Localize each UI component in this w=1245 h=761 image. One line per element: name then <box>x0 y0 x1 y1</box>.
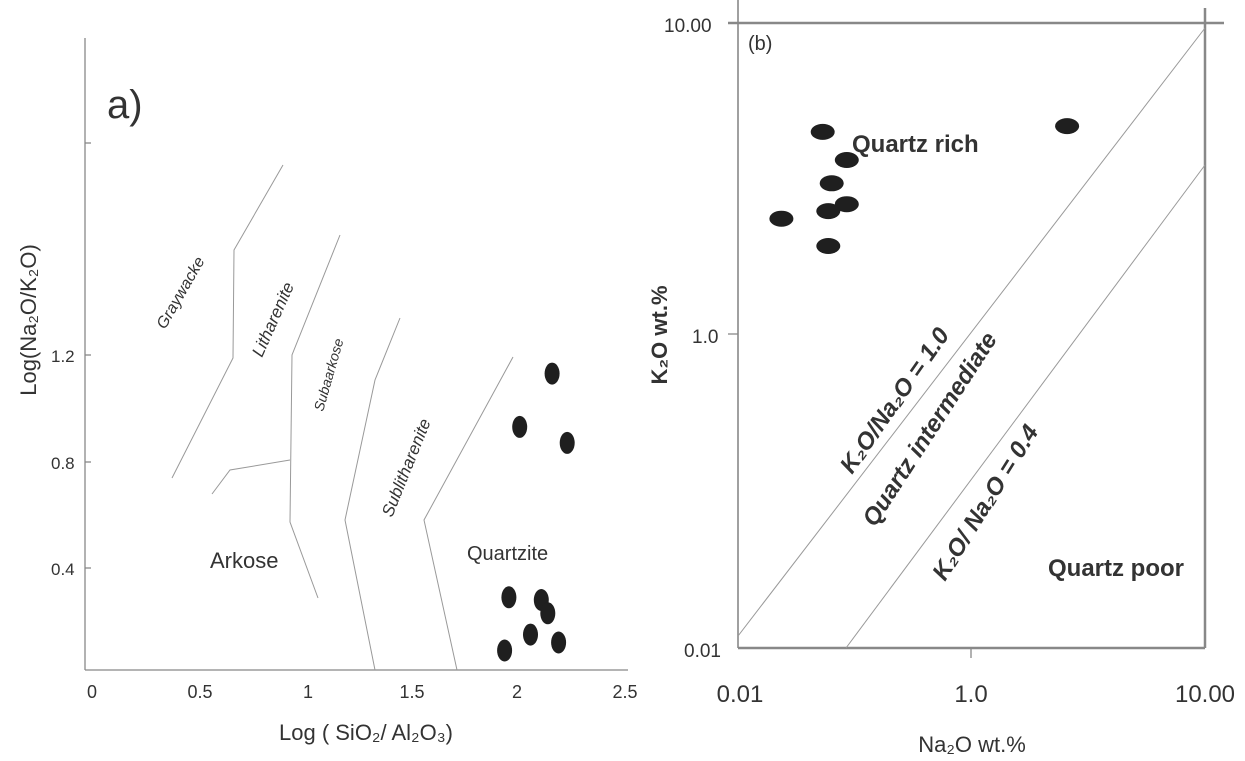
field-label-subaarkose: Subaarkose <box>311 336 347 412</box>
boundary-subaarkose-sublitharenite <box>344 317 401 671</box>
panel-a-label: a) <box>107 83 143 127</box>
panel-b-points <box>769 118 1080 254</box>
data-point <box>497 639 513 662</box>
panel-b-xtick: 10.00 <box>1175 681 1235 708</box>
panel-a-ytick: 0.8 <box>51 454 75 473</box>
panel-a-xtick: 2 <box>512 682 522 702</box>
data-point <box>810 123 835 140</box>
ratio-line-04 <box>845 164 1206 649</box>
data-point <box>551 631 567 654</box>
data-point <box>501 586 517 609</box>
panel-b-xtick: 1.0 <box>954 681 987 708</box>
data-point <box>540 602 556 625</box>
panel-a-points <box>497 362 575 662</box>
data-point <box>1055 118 1080 135</box>
data-point <box>834 152 859 168</box>
panel-a-xlabel: Log ( SiO₂/ Al₂O₃) <box>279 720 453 745</box>
data-point <box>559 431 575 454</box>
field-label-graywacke: Graywacke <box>154 254 209 332</box>
data-point <box>523 623 538 646</box>
boundary-graywacke-litharenite <box>171 164 284 479</box>
panel-b-ytick: 10.00 <box>664 16 712 37</box>
ratio-line-1 <box>737 27 1206 637</box>
panel-b-ylabel: K₂O wt.% <box>647 286 672 385</box>
field-label-sublitharenite: Sublitharenite <box>378 416 435 520</box>
field-label-quartz-rich: Quartz rich <box>852 131 979 158</box>
boundary-litharenite-subaarkose <box>289 234 341 599</box>
panel-a: a) 1.2 0.8 0.4 0 0.5 1 1.5 2 2.5 Log ( S… <box>16 38 638 745</box>
panel-b-label: (b) <box>748 33 772 55</box>
field-label-arkose: Arkose <box>210 548 278 573</box>
panel-a-boundaries <box>171 164 514 671</box>
panel-a-xtick: 1.5 <box>399 682 424 702</box>
panel-b: (b) 10.00 1.0 0.01 0.01 1.0 10.00 Na₂O w… <box>647 0 1235 757</box>
panel-a-ytick: 0.4 <box>51 560 75 579</box>
panel-b-xtick: 0.01 <box>717 681 764 708</box>
panel-a-ylabel: Log(Na₂O/K₂O) <box>16 244 41 396</box>
boundary-arkose-top <box>211 459 291 495</box>
panel-a-xtick: 1 <box>303 682 313 702</box>
panel-a-frame <box>84 38 628 671</box>
boundary-sublitharenite-quartzite <box>423 356 514 671</box>
panel-b-ytick: 0.01 <box>684 641 721 662</box>
panel-b-xlabel: Na₂O wt.% <box>918 732 1026 757</box>
panel-a-xtick: 2.5 <box>612 682 637 702</box>
data-point <box>512 415 528 438</box>
data-point <box>819 175 844 192</box>
data-point <box>816 238 841 254</box>
panel-b-ratio-lines <box>737 27 1206 649</box>
data-point <box>834 196 859 213</box>
panel-b-ytick: 1.0 <box>692 327 718 348</box>
data-point <box>544 362 560 385</box>
field-label-quartz-poor: Quartz poor <box>1048 555 1184 582</box>
ratio-label-04: K₂O/ Na₂O = 0.4 <box>927 420 1044 585</box>
data-point <box>769 210 794 227</box>
field-label-quartzite: Quartzite <box>467 543 548 565</box>
panel-a-xtick: 0 <box>87 682 97 702</box>
data-point <box>816 203 841 220</box>
field-label-litharenite: Litharenite <box>248 279 298 359</box>
panel-a-ytick: 1.2 <box>51 347 75 366</box>
panel-b-frame <box>728 0 1224 658</box>
panel-a-xtick: 0.5 <box>187 682 212 702</box>
